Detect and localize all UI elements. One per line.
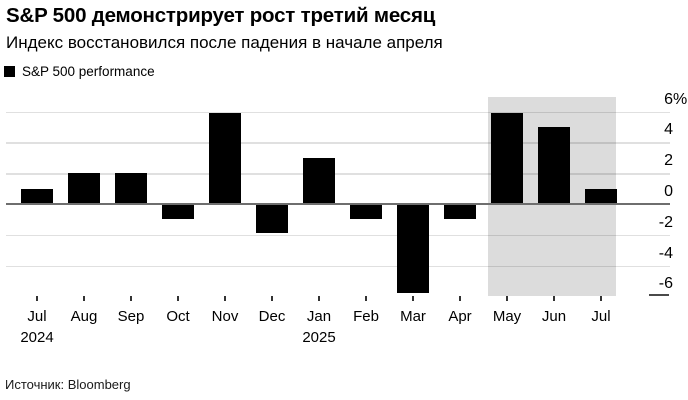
x-axis-label: Dec — [258, 308, 286, 325]
x-axis-tick — [83, 296, 85, 301]
x-axis-label: Apr — [448, 308, 472, 325]
bar-aug-1 — [68, 173, 100, 204]
y-axis-label: 2 — [664, 152, 673, 170]
x-axis-tick — [600, 296, 602, 301]
y-axis-label: -2 — [658, 213, 673, 231]
chart-legend: S&P 500 performance — [4, 65, 155, 78]
x-axis-tick — [130, 296, 132, 301]
y-axis-label: -4 — [658, 244, 673, 262]
y-axis-label: 0 — [664, 183, 673, 200]
x-axis-label: Jul — [27, 308, 47, 325]
bar-apr-9 — [444, 204, 476, 220]
gridline — [6, 234, 670, 237]
x-axis-tick — [177, 296, 179, 301]
x-axis-label: Jan — [306, 308, 332, 325]
y-axis-label: 6% — [664, 90, 688, 108]
x-axis-tick — [271, 296, 273, 301]
y-axis-label: 4 — [664, 121, 673, 139]
source-note: Источник: Bloomberg — [5, 377, 131, 392]
chart-subtitle: Индекс восстановился после падения в нач… — [6, 33, 443, 52]
legend-swatch-icon — [4, 66, 15, 77]
x-axis-tick — [36, 296, 38, 301]
bar-sep-2 — [115, 173, 147, 204]
x-axis-label: Feb — [353, 308, 379, 325]
page-title: S&P 500 демонстрирует рост третий месяц — [6, 4, 436, 27]
bar-mar-8 — [397, 204, 429, 294]
x-axis-label: Aug — [70, 308, 98, 325]
x-axis-tick — [412, 296, 414, 301]
bar-jul-0 — [21, 188, 53, 204]
x-axis-tick — [459, 296, 461, 301]
x-axis-year-label: 2024 — [20, 329, 54, 346]
gridline — [6, 265, 670, 267]
y-axis-label: -6 — [658, 275, 673, 293]
zero-axis-line — [6, 203, 670, 205]
x-axis-tick — [224, 296, 226, 301]
bar-oct-3 — [162, 204, 194, 220]
x-axis-label: Mar — [400, 308, 426, 325]
x-axis-label: Sep — [117, 308, 145, 325]
y-axis-unit: % — [673, 90, 688, 108]
gridline — [6, 142, 670, 144]
x-axis-label: Jun — [541, 308, 567, 325]
x-axis-tick — [553, 296, 555, 301]
bar-jun-11 — [538, 127, 570, 204]
gridline — [6, 111, 670, 113]
x-axis-tick — [365, 296, 367, 301]
axis-end-dash — [649, 294, 669, 297]
x-axis-tick — [318, 296, 320, 301]
x-axis-label: Oct — [166, 308, 190, 325]
legend-label: S&P 500 performance — [22, 64, 155, 79]
x-axis-tick — [506, 296, 508, 301]
x-axis-label: Jul — [591, 308, 611, 325]
x-axis-label: May — [492, 308, 522, 325]
bar-feb-7 — [350, 204, 382, 220]
gridline — [6, 173, 670, 175]
bar-nov-4 — [209, 113, 241, 204]
bar-jul-12 — [585, 188, 617, 204]
x-axis-year-label: 2025 — [302, 329, 336, 346]
bar-dec-5 — [256, 204, 288, 234]
bar-jan-6 — [303, 157, 335, 204]
bar-may-10 — [491, 113, 523, 204]
x-axis-label: Nov — [211, 308, 239, 325]
